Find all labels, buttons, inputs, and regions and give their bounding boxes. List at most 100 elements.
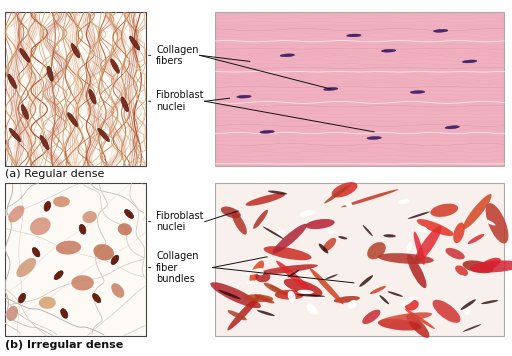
Ellipse shape [445, 126, 459, 129]
Ellipse shape [79, 224, 86, 234]
Ellipse shape [383, 234, 396, 237]
Ellipse shape [253, 210, 268, 229]
Ellipse shape [323, 238, 336, 251]
Ellipse shape [257, 310, 274, 316]
Ellipse shape [98, 128, 110, 142]
Ellipse shape [54, 271, 63, 279]
Ellipse shape [260, 130, 274, 133]
Ellipse shape [249, 261, 264, 282]
Ellipse shape [378, 319, 421, 330]
Ellipse shape [463, 194, 492, 229]
Ellipse shape [255, 272, 270, 282]
Ellipse shape [407, 314, 430, 338]
Ellipse shape [306, 219, 335, 229]
Ellipse shape [486, 203, 508, 244]
Ellipse shape [463, 324, 481, 332]
Ellipse shape [324, 88, 338, 90]
Ellipse shape [32, 247, 40, 257]
Ellipse shape [310, 268, 344, 304]
Ellipse shape [483, 219, 496, 225]
Ellipse shape [297, 290, 314, 294]
Ellipse shape [434, 30, 448, 32]
Ellipse shape [379, 295, 389, 304]
Ellipse shape [124, 210, 134, 218]
Ellipse shape [273, 224, 307, 254]
Bar [215, 183, 504, 336]
Ellipse shape [246, 268, 264, 275]
Ellipse shape [347, 34, 361, 37]
Ellipse shape [39, 297, 56, 309]
Ellipse shape [408, 211, 430, 219]
Ellipse shape [8, 205, 25, 222]
Ellipse shape [404, 297, 418, 302]
Ellipse shape [328, 229, 335, 234]
Ellipse shape [68, 112, 78, 127]
Ellipse shape [93, 294, 101, 303]
Ellipse shape [367, 137, 381, 140]
Text: (a) Regular dense: (a) Regular dense [5, 169, 104, 179]
Text: Fibroblast
nuclei: Fibroblast nuclei [148, 90, 204, 112]
Ellipse shape [306, 304, 317, 315]
Bar [5, 12, 146, 166]
Text: Fibroblast
nuclei: Fibroblast nuclei [148, 211, 204, 232]
Ellipse shape [388, 291, 403, 297]
Ellipse shape [259, 264, 318, 274]
Ellipse shape [244, 294, 273, 302]
Ellipse shape [268, 190, 287, 194]
Ellipse shape [399, 199, 409, 204]
Ellipse shape [407, 255, 426, 288]
Ellipse shape [288, 269, 300, 278]
Text: (b) Irregular dense: (b) Irregular dense [5, 340, 123, 350]
Ellipse shape [121, 97, 129, 112]
Ellipse shape [464, 304, 471, 315]
Ellipse shape [470, 260, 512, 272]
Bar [215, 12, 504, 166]
Bar [5, 183, 146, 336]
Ellipse shape [445, 248, 465, 260]
Ellipse shape [481, 300, 498, 304]
Ellipse shape [431, 204, 458, 217]
Ellipse shape [275, 290, 304, 299]
Ellipse shape [318, 244, 328, 253]
Ellipse shape [93, 244, 114, 260]
Ellipse shape [344, 200, 353, 208]
Ellipse shape [53, 197, 70, 207]
Ellipse shape [414, 226, 441, 264]
Ellipse shape [227, 294, 261, 330]
Ellipse shape [363, 225, 373, 236]
Ellipse shape [275, 230, 285, 237]
Ellipse shape [462, 60, 477, 63]
Ellipse shape [257, 271, 264, 275]
Ellipse shape [221, 206, 241, 218]
Ellipse shape [71, 275, 94, 290]
Ellipse shape [8, 74, 16, 89]
Ellipse shape [480, 258, 501, 271]
Ellipse shape [400, 297, 415, 307]
Ellipse shape [21, 105, 29, 119]
Ellipse shape [210, 282, 261, 308]
Ellipse shape [461, 275, 464, 280]
Ellipse shape [44, 201, 51, 211]
Ellipse shape [359, 275, 373, 287]
Ellipse shape [378, 253, 434, 264]
Ellipse shape [381, 49, 396, 52]
Ellipse shape [6, 306, 18, 321]
Ellipse shape [417, 226, 429, 233]
Ellipse shape [324, 184, 351, 204]
Ellipse shape [254, 294, 274, 303]
Ellipse shape [296, 294, 325, 297]
Ellipse shape [19, 48, 30, 62]
Ellipse shape [338, 236, 347, 239]
Ellipse shape [130, 36, 140, 50]
Ellipse shape [332, 182, 357, 198]
Ellipse shape [453, 222, 465, 243]
Ellipse shape [111, 283, 124, 298]
Ellipse shape [284, 279, 323, 296]
Ellipse shape [370, 286, 386, 294]
Ellipse shape [414, 232, 425, 265]
Ellipse shape [362, 310, 380, 324]
Ellipse shape [9, 128, 21, 142]
Ellipse shape [18, 293, 26, 303]
Ellipse shape [348, 300, 357, 309]
Ellipse shape [264, 283, 285, 295]
